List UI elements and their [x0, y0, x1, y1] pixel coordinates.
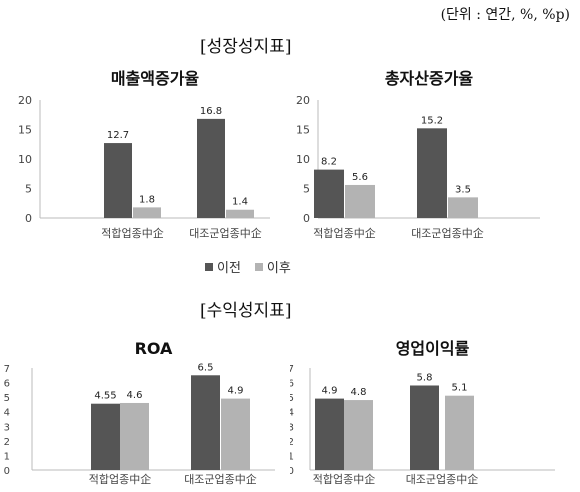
y-tick-label: 6 [4, 379, 10, 390]
bar-after [120, 402, 149, 470]
data-label: 8.2 [321, 157, 337, 168]
legend-item-before: 이전 [205, 257, 241, 276]
bar-after [133, 207, 161, 218]
chart-title: ROA [135, 339, 173, 358]
category-label: 적합업종中企 [101, 226, 163, 240]
data-label: 12.7 [107, 130, 129, 141]
chart-roa: ROA 0 1 2 3 4 5 6 7 4.55 4.6 적합업종中企 6.5 4.9 대조군업종中企 [4, 339, 275, 486]
y-tick-label: 0 [303, 212, 310, 225]
y-tick-label: 20 [296, 94, 310, 107]
y-tick-label: 4 [290, 408, 294, 419]
y-tick-label: 3 [290, 422, 294, 433]
category-label: 적합업종中企 [89, 472, 151, 486]
y-tick-label: 5 [25, 183, 32, 196]
legend-swatch-after [254, 262, 263, 271]
category-label: 적합업종中企 [313, 472, 375, 486]
bar-before [104, 143, 132, 218]
bar-before [314, 169, 344, 218]
data-label: 6.5 [198, 362, 214, 373]
y-tick-label: 7 [290, 364, 294, 375]
data-label: 4.55 [94, 391, 116, 402]
y-tick-label: 2 [290, 437, 294, 448]
data-label: 15.2 [421, 115, 443, 126]
y-tick-label: 7 [4, 364, 10, 375]
y-tick-label: 20 [18, 94, 32, 107]
bar-before [91, 403, 120, 470]
data-label: 3.5 [455, 184, 471, 195]
y-tick-label: 1 [290, 451, 294, 462]
chart-title: 영업이익률 [396, 339, 470, 358]
y-tick-label: 5 [4, 393, 10, 404]
category-label: 대조군업종中企 [184, 472, 257, 486]
y-tick-label: 3 [4, 422, 10, 433]
data-label: 4.9 [228, 386, 244, 397]
category-label: 대조군업종中企 [406, 472, 479, 486]
y-tick-label: 0 [25, 212, 32, 225]
category-label: 대조군업종中企 [411, 226, 484, 240]
unit-note: (단위 : 연간, %, %p) [440, 7, 570, 23]
section-title-growth: [성장성지표] [200, 37, 292, 57]
bar-after [448, 197, 478, 218]
bar-before [197, 118, 225, 218]
data-label: 1.4 [232, 197, 248, 208]
bar-before [417, 128, 447, 218]
chart-operating-margin: 영업이익률 0 1 2 3 4 5 6 7 4.9 4.8 적합업종中企 5.8 5.1 대조군업종中企 [290, 339, 555, 486]
legend: 이전 이후 [205, 257, 291, 276]
data-label: 5.1 [452, 383, 468, 394]
legend-item-after: 이후 [254, 257, 291, 276]
bar-after [226, 209, 254, 218]
y-tick-label: 4 [4, 408, 10, 419]
bar-before [410, 385, 439, 470]
data-label: 5.6 [352, 172, 368, 183]
data-label: 1.8 [139, 194, 155, 205]
chart-sales-growth: 매출액증가율 0 5 10 15 20 12.7 1.8 적합업종中企 16.8 1.4 대조군업종中… [18, 69, 270, 240]
chart-title: 매출액증가율 [111, 69, 200, 88]
y-tick-label: 15 [18, 124, 32, 137]
y-tick-label: 10 [18, 153, 32, 166]
bar-before [315, 398, 344, 470]
y-tick-label: 2 [4, 437, 10, 448]
y-tick-label: 1 [4, 451, 10, 462]
y-tick-label: 5 [290, 393, 294, 404]
chart-title: 총자산증가율 [385, 69, 474, 88]
bar-after [344, 400, 373, 470]
data-label: 16.8 [200, 106, 222, 117]
data-label: 4.9 [322, 386, 338, 397]
category-label: 적합업종中企 [313, 226, 375, 240]
legend-label-before: 이전 [217, 261, 241, 276]
category-label: 대조군업종中企 [189, 226, 262, 240]
y-tick-label: 15 [296, 124, 310, 137]
y-tick-label: 6 [290, 379, 294, 390]
bar-before [191, 375, 220, 470]
data-label: 4.8 [351, 387, 367, 398]
bar-after [221, 398, 250, 470]
chart-asset-growth: 총자산증가율 0 5 10 15 20 8.2 5.6 적합업종中企 15.2 3.5 대조군업종中企 [296, 69, 540, 240]
bar-after [445, 395, 474, 470]
y-tick-label: 0 [4, 466, 10, 477]
bar-after [345, 184, 375, 218]
data-label: 4.6 [127, 390, 143, 401]
legend-label-after: 이후 [266, 261, 291, 276]
y-tick-label: 10 [296, 153, 310, 166]
data-label: 5.8 [417, 372, 433, 383]
y-tick-label: 0 [290, 466, 294, 477]
legend-swatch-before [205, 262, 213, 271]
section-title-profit: [수익성지표] [200, 301, 292, 321]
y-tick-label: 5 [303, 183, 310, 196]
